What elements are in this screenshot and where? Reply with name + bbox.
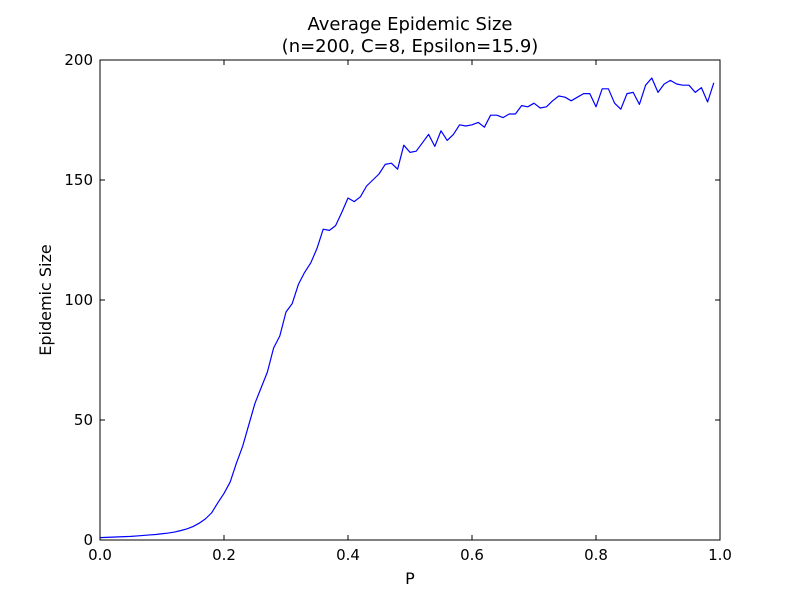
x-tick-label: 0.8 (584, 546, 608, 564)
series-line (99, 77, 715, 539)
y-tick-label: 150 (64, 171, 93, 189)
x-axis-label: P (405, 569, 415, 588)
y-tick-label: 200 (64, 51, 93, 69)
y-tick-label: 0 (83, 531, 93, 549)
y-tick-label: 100 (64, 291, 93, 309)
y-tick-label: 50 (74, 411, 93, 429)
x-tick-label: 0.6 (460, 546, 484, 564)
plot-area: 0.0 0.2 0.4 0.6 0.8 1.0 0 50 100 150 200 (64, 51, 732, 564)
x-tick-label: 0.0 (88, 546, 112, 564)
chart-title-line-2: (n=200, C=8, Epsilon=15.9) (282, 36, 539, 57)
chart-title-line-1: Average Epidemic Size (307, 14, 512, 35)
x-tick-label: 0.4 (336, 546, 360, 564)
y-axis-label: Epidemic Size (36, 244, 55, 355)
plot-frame (99, 59, 721, 541)
x-tick-label: 0.2 (212, 546, 236, 564)
x-tick-label: 1.0 (708, 546, 732, 564)
